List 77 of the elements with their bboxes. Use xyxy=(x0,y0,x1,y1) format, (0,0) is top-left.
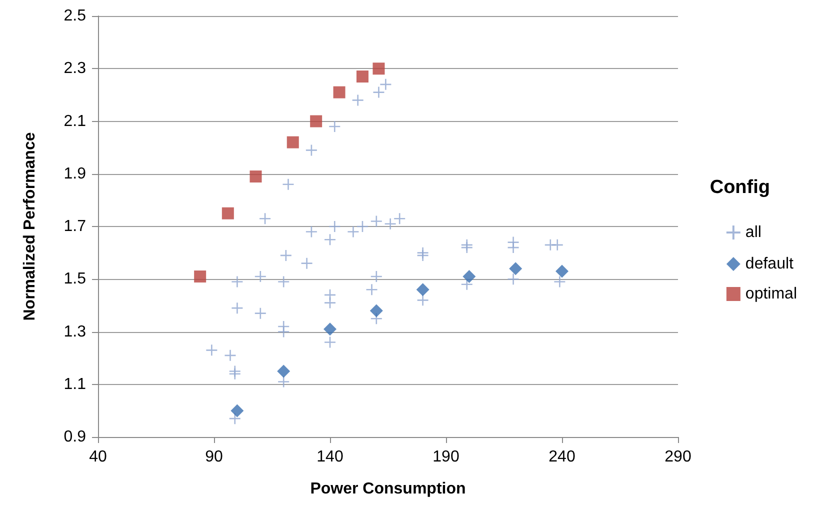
point xyxy=(380,78,392,91)
point xyxy=(258,212,272,225)
point xyxy=(305,144,318,156)
point xyxy=(370,304,383,318)
point xyxy=(300,257,313,270)
point xyxy=(324,336,336,348)
point xyxy=(370,270,383,283)
legend-label: default xyxy=(745,256,794,272)
point xyxy=(224,349,236,362)
point xyxy=(228,412,242,425)
point xyxy=(228,368,242,380)
point xyxy=(282,178,294,191)
point xyxy=(324,234,336,246)
y-tick-label: 2.1 xyxy=(64,112,86,130)
point xyxy=(370,215,383,228)
y-tick-label: 1.7 xyxy=(64,218,86,235)
point xyxy=(277,326,290,338)
point xyxy=(460,241,474,254)
legend-title: Config xyxy=(710,177,770,198)
y-tick-label: 1.9 xyxy=(64,165,86,182)
point xyxy=(230,404,244,418)
point xyxy=(347,226,360,238)
x-tick-label: 40 xyxy=(89,448,107,466)
point xyxy=(280,249,292,262)
y-tick-label: 2.3 xyxy=(64,60,86,78)
point xyxy=(460,278,474,291)
point xyxy=(352,94,364,106)
point xyxy=(509,262,522,276)
y-tick-label: 0.9 xyxy=(64,428,86,446)
y-tick-label: 2.5 xyxy=(64,8,86,24)
point xyxy=(310,115,322,128)
point xyxy=(556,264,568,278)
x-tick-label: 90 xyxy=(205,448,223,466)
point xyxy=(333,86,346,98)
point xyxy=(416,294,429,306)
y-tick-label: 1.3 xyxy=(64,323,86,340)
point xyxy=(277,376,290,388)
point xyxy=(231,302,244,314)
y-tick-label: 1.1 xyxy=(64,376,86,393)
point xyxy=(507,241,520,254)
point xyxy=(366,284,378,296)
point xyxy=(372,62,385,75)
point xyxy=(372,86,385,98)
point xyxy=(356,70,368,83)
x-tick-label: 290 xyxy=(664,448,692,466)
point xyxy=(324,322,336,336)
point xyxy=(393,212,406,225)
y-tick-label: 1.5 xyxy=(64,270,86,288)
legend-label: all xyxy=(745,224,762,241)
x-tick-label: 240 xyxy=(548,448,576,466)
x-tick-label: 190 xyxy=(432,448,460,466)
point xyxy=(328,220,341,233)
point xyxy=(254,270,267,283)
point xyxy=(356,220,369,233)
point xyxy=(416,283,430,296)
point xyxy=(416,246,429,259)
point xyxy=(250,170,262,183)
x-axis-title: Power Consumption xyxy=(310,480,466,498)
point xyxy=(462,270,476,283)
point xyxy=(231,276,244,288)
point xyxy=(277,276,290,288)
legend-label: optimal xyxy=(745,286,797,302)
point xyxy=(328,120,341,133)
point xyxy=(254,307,267,320)
y-axis-title: Normalized Performance xyxy=(22,132,38,321)
point xyxy=(286,136,299,148)
point xyxy=(305,226,318,238)
point xyxy=(554,276,566,288)
point xyxy=(384,218,396,230)
point xyxy=(206,344,218,356)
point xyxy=(551,238,564,252)
x-tick-label: 140 xyxy=(316,448,344,466)
point xyxy=(507,272,520,286)
point xyxy=(324,296,336,309)
point xyxy=(194,270,206,282)
point xyxy=(222,207,234,220)
point xyxy=(277,364,290,378)
